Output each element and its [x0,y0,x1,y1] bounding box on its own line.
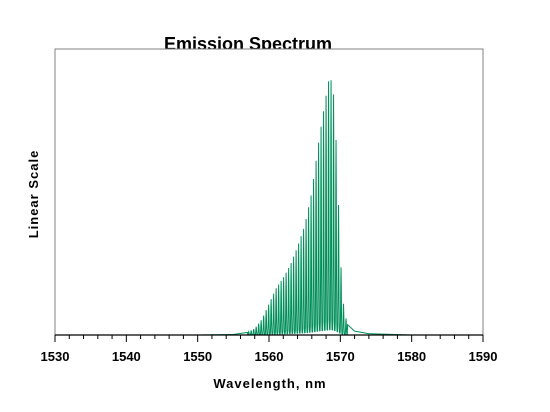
x-tick-label: 1530 [41,349,70,364]
x-tick-label: 1550 [183,349,212,364]
x-ticks-layer: 1530 1540 1550 1560 1570 1580 1590 [41,335,498,364]
x-tick-label: 1540 [112,349,141,364]
x-axis-label: Wavelength, nm [213,376,326,391]
x-tick-label: 1560 [255,349,284,364]
x-tick-label: 1570 [326,349,355,364]
y-axis-label: Linear Scale [26,150,41,239]
x-tick-label: 1580 [397,349,426,364]
plot-area [54,48,484,336]
x-tick-label: 1590 [469,349,498,364]
